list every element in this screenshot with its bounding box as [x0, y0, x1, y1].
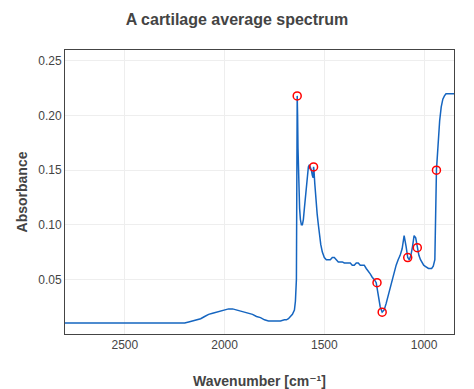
svg-text:Wavenumber [cm⁻¹]: Wavenumber [cm⁻¹] [193, 373, 326, 389]
svg-text:0.25: 0.25 [38, 54, 62, 68]
svg-text:0.10: 0.10 [38, 218, 62, 232]
svg-text:1500: 1500 [311, 338, 338, 352]
svg-text:0.15: 0.15 [38, 163, 62, 177]
svg-text:2000: 2000 [211, 338, 238, 352]
svg-text:0.05: 0.05 [38, 273, 62, 287]
svg-text:2500: 2500 [111, 338, 138, 352]
svg-text:A cartilage average spectrum: A cartilage average spectrum [126, 11, 349, 28]
svg-text:1000: 1000 [411, 338, 438, 352]
svg-text:Absorbance: Absorbance [14, 151, 30, 232]
svg-text:0.20: 0.20 [38, 109, 62, 123]
